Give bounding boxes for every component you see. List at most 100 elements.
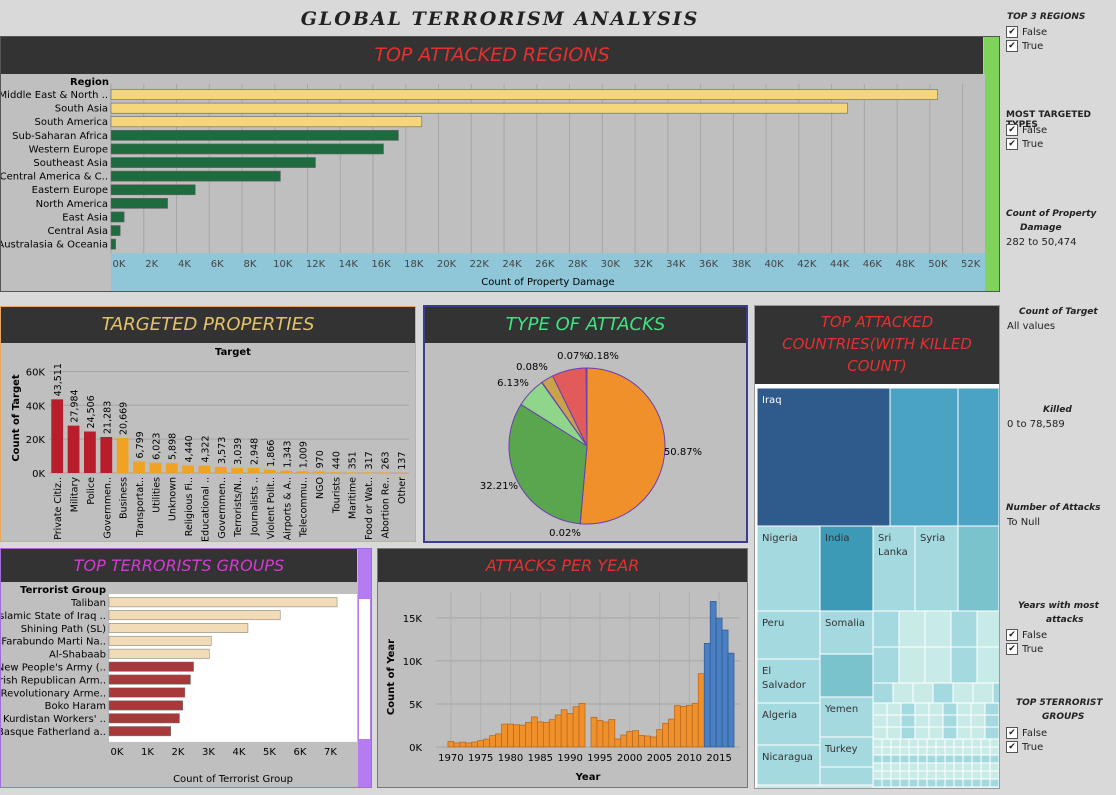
filter-target-value[interactable]: All values	[1007, 321, 1056, 332]
treemap-cell	[953, 754, 964, 764]
regions-x-tick: 20K	[437, 259, 457, 270]
treemap-cell	[890, 738, 901, 748]
checkbox-icon[interactable]: ✔	[1006, 138, 1018, 150]
checkbox-icon[interactable]: ✔	[1006, 26, 1018, 38]
treemap-cell	[917, 738, 928, 748]
treemap-cell	[914, 702, 930, 716]
checkbox-icon[interactable]: ✔	[1006, 643, 1018, 655]
regions-x-tick: 42K	[797, 259, 817, 270]
properties-y-tick: 20K	[26, 435, 46, 446]
groups-x-title: Count of Terrorist Group	[173, 774, 293, 785]
regions-scrollbar[interactable]	[984, 37, 999, 291]
filter-prop-label2: Damage	[1020, 223, 1062, 233]
properties-data-label: 2,948	[250, 438, 261, 465]
filter-killed-range[interactable]: 0 to 78,589	[1007, 419, 1065, 430]
groups-scrollbar[interactable]	[358, 549, 371, 787]
properties-category-label: Military	[70, 477, 81, 513]
treemap-cell	[881, 778, 892, 788]
checkbox-icon[interactable]: ✔	[1006, 741, 1018, 753]
filter-types-true[interactable]: ✔ True	[1006, 138, 1043, 150]
properties-category-label: Telecommu..	[299, 477, 310, 538]
treemap-cell	[989, 778, 999, 788]
treemap-cell	[956, 714, 972, 728]
treemap-cell	[928, 714, 944, 728]
filter-killed-label: Killed	[1043, 405, 1072, 415]
groups-bar	[108, 661, 194, 672]
regions-x-tick: 48K	[895, 259, 915, 270]
regions-bar	[110, 116, 423, 128]
years-bar	[453, 742, 461, 748]
treemap-cell	[935, 746, 946, 756]
properties-y-tick: 0K	[32, 469, 45, 480]
years-title: ATTACKS PER YEAR	[485, 556, 640, 575]
years-y-tick: 15K	[403, 614, 423, 625]
treemap-label: Yemen	[824, 704, 858, 715]
groups-category-label: Shining Path (SL)	[21, 624, 106, 635]
filter-types-false[interactable]: ✔ False	[1006, 124, 1047, 136]
treemap-cell	[914, 525, 959, 612]
properties-y-tick: 60K	[26, 367, 46, 378]
treemap-cell	[962, 746, 973, 756]
filter-prop-range[interactable]: 282 to 50,474	[1006, 237, 1077, 248]
treemap-cell	[957, 388, 999, 527]
filter-groups-true[interactable]: ✔ True	[1006, 741, 1043, 753]
checkbox-icon[interactable]: ✔	[1006, 629, 1018, 641]
treemap-cell	[908, 738, 919, 748]
regions-title: TOP ATTACKED REGIONS	[374, 44, 610, 66]
treemap-cell	[908, 754, 919, 764]
properties-bar	[149, 462, 162, 473]
groups-bar	[108, 610, 281, 621]
regions-x-tick: 8K	[244, 259, 257, 270]
properties-category-label: Private Citiz..	[53, 477, 64, 540]
treemap-cell	[757, 610, 821, 660]
years-bar	[691, 702, 699, 748]
checkbox-icon[interactable]: ✔	[1006, 124, 1018, 136]
checkbox-icon[interactable]: ✔	[1006, 727, 1018, 739]
treemap-cell	[892, 682, 914, 704]
pie-slice-label: 0.02%	[549, 528, 581, 539]
years-bar	[590, 716, 598, 748]
checkbox-icon[interactable]: ✔	[1006, 40, 1018, 52]
properties-category-label: Food or Wat..	[364, 477, 375, 540]
regions-x-tick: 38K	[732, 259, 752, 270]
filter-types-false-label: False	[1022, 124, 1048, 136]
treemap-cell	[984, 702, 999, 716]
properties-bar	[116, 438, 129, 473]
properties-data-label: 5,898	[168, 433, 179, 460]
filter-attacks-value[interactable]: To Null	[1007, 517, 1041, 528]
years-panel: ATTACKS PER YEAR 0K 5K 10K 15K 1970 1975 1980 1…	[377, 548, 748, 788]
treemap-cell	[944, 754, 955, 764]
treemap-cell	[989, 770, 999, 780]
filter-groups-false[interactable]: ✔ False	[1006, 727, 1047, 739]
filter-top3-label: TOP 3 REGIONS	[1007, 12, 1086, 22]
regions-category-label: Central America & C..	[1, 172, 108, 183]
properties-category-label: Abortion Re..	[380, 477, 391, 539]
filter-top3-false-label: False	[1022, 26, 1048, 38]
properties-category-label: Terrorists/N..	[233, 477, 244, 538]
regions-x-tick: 0K	[113, 259, 126, 270]
years-bar	[536, 721, 544, 748]
properties-data-label: 27,984	[70, 389, 81, 422]
filter-top3-true[interactable]: ✔ True	[1006, 40, 1043, 52]
treemap-cell	[970, 714, 986, 728]
treemap-cell	[932, 682, 954, 704]
treemap-cell	[819, 766, 874, 786]
groups-scroll-thumb[interactable]	[359, 599, 370, 739]
treemap-cell	[872, 738, 883, 748]
years-x-tick: 2010	[677, 753, 702, 764]
properties-data-label: 1,009	[299, 441, 310, 468]
filter-years-false[interactable]: ✔ False	[1006, 629, 1047, 641]
properties-category-label: Business	[119, 477, 130, 519]
properties-bar	[329, 472, 342, 474]
groups-category-label: Revolutionary Arme..	[1, 688, 106, 699]
years-x-tick: 1995	[587, 753, 612, 764]
treemap-cell	[944, 738, 955, 748]
treemap-cell	[872, 610, 900, 648]
treemap-cell	[962, 778, 973, 788]
filter-years-true[interactable]: ✔ True	[1006, 643, 1043, 655]
years-bar	[525, 721, 532, 748]
filter-top3-false[interactable]: ✔ False	[1006, 26, 1047, 38]
years-bar	[721, 629, 729, 748]
properties-bar	[345, 472, 358, 474]
treemap-cell	[899, 778, 910, 788]
